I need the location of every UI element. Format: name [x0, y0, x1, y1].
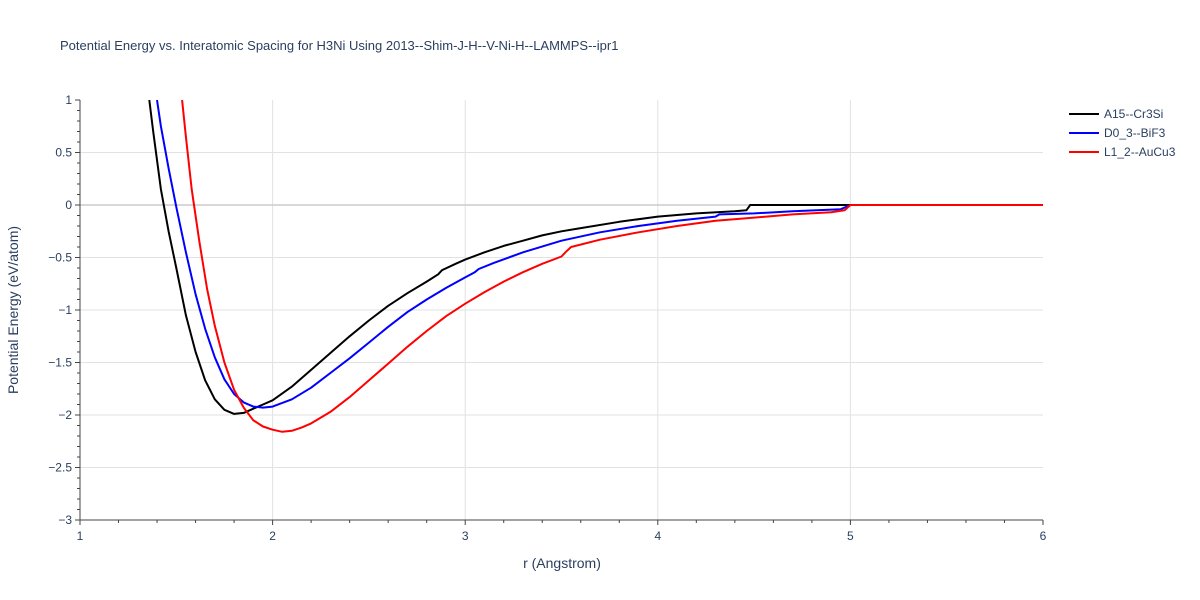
- x-tick-label: 5: [847, 529, 854, 543]
- legend-label[interactable]: A15--Cr3Si: [1104, 107, 1163, 121]
- y-axis-title: Potential Energy (eV/atom): [5, 226, 21, 394]
- y-tick-label: −2.5: [48, 461, 72, 475]
- y-tick-label: 1: [65, 93, 72, 107]
- x-tick-label: 6: [1040, 529, 1047, 543]
- tick-labels: 1 2 3 4 5 6 1 0.5 0 −0.5 −1 −1.5 −2 −2.5 −3: [48, 93, 1046, 543]
- x-tick-label: 2: [269, 529, 276, 543]
- y-tick-label: −1.5: [48, 356, 72, 370]
- x-axis-title: r (Angstrom): [523, 555, 601, 571]
- legend-label[interactable]: L1_2--AuCu3: [1104, 145, 1176, 159]
- gridlines: [80, 100, 1043, 520]
- legend[interactable]: A15--Cr3Si D0_3--BiF3 L1_2--AuCu3: [1069, 107, 1176, 159]
- series-line-2: [181, 100, 1043, 433]
- y-tick-label: −3: [58, 513, 72, 527]
- axes: [75, 99, 1044, 525]
- x-tick-label: 3: [462, 529, 469, 543]
- y-tick-label: 0: [65, 198, 72, 212]
- series-line-0: [148, 100, 1043, 415]
- y-tick-label: −1: [58, 303, 72, 317]
- x-tick-label: 1: [77, 529, 84, 543]
- x-tick-label: 4: [654, 529, 661, 543]
- series-line-1: [156, 100, 1043, 409]
- series-lines: [148, 100, 1043, 433]
- y-tick-label: 0.5: [55, 146, 72, 160]
- legend-label[interactable]: D0_3--BiF3: [1104, 126, 1166, 140]
- y-tick-label: −0.5: [48, 251, 72, 265]
- chart-title: Potential Energy vs. Interatomic Spacing…: [60, 38, 618, 53]
- y-tick-label: −2: [58, 408, 72, 422]
